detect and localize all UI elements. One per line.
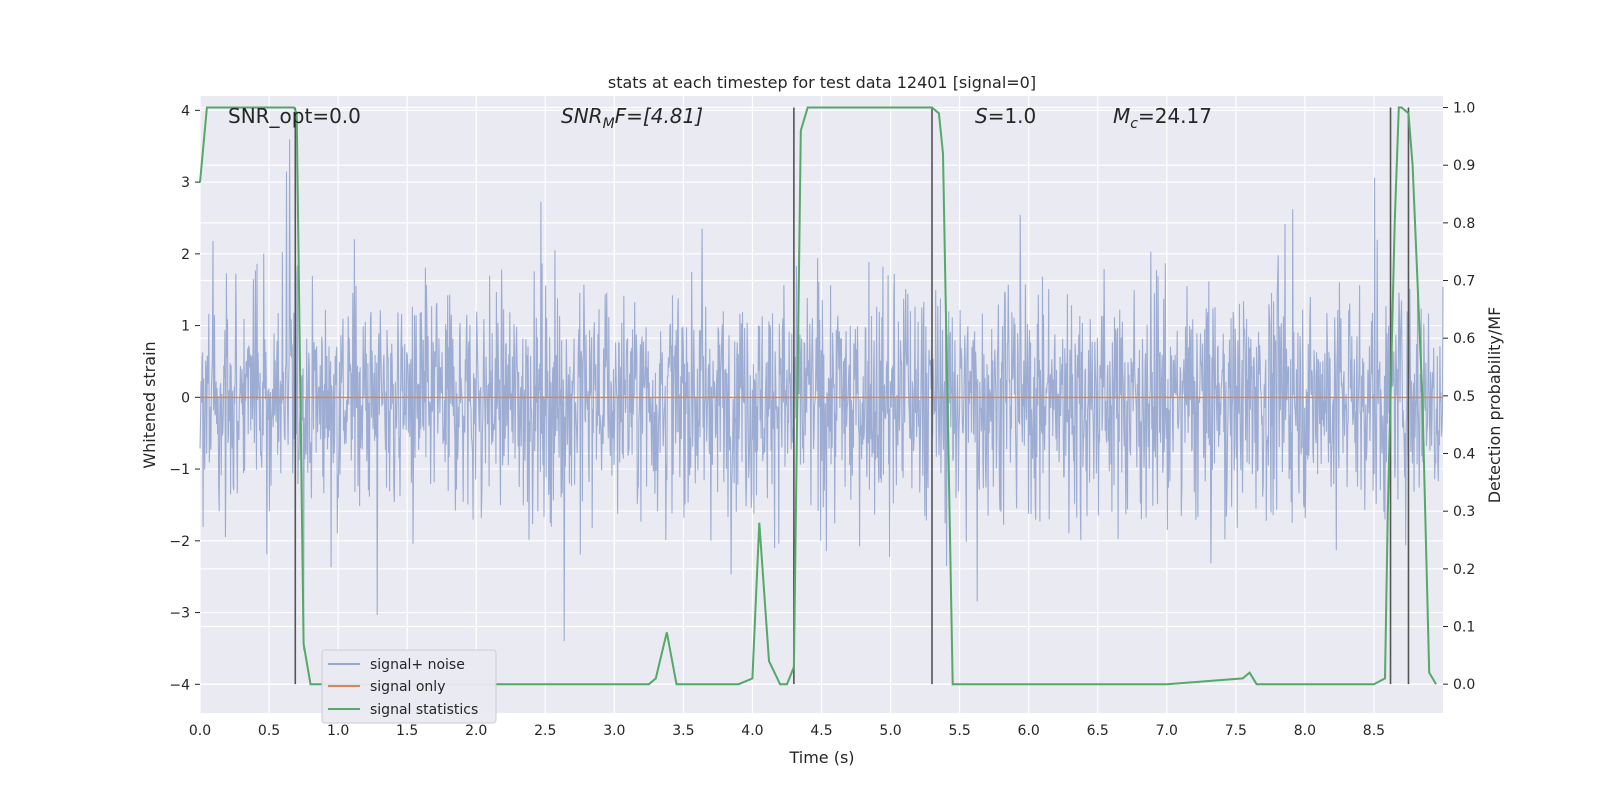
x-tick-label: 7.5: [1225, 723, 1247, 739]
y-tick-label: 2: [181, 247, 190, 263]
x-tick-label: 4.0: [741, 723, 763, 739]
y2-tick-label: 0.4: [1453, 447, 1475, 463]
y2-tick-label: 0.0: [1453, 677, 1475, 693]
annotation-s: S=1.0: [975, 104, 1036, 128]
x-tick-label: 0.0: [189, 723, 211, 739]
y2-tick-label: 0.7: [1453, 274, 1475, 290]
x-tick-label: 0.5: [258, 723, 280, 739]
x-tick-label: 6.5: [1087, 723, 1109, 739]
x-tick-label: 3.0: [603, 723, 625, 739]
x-tick-label: 6.0: [1018, 723, 1040, 739]
y2-tick-label: 1.0: [1453, 101, 1475, 117]
y-tick-label: 1: [181, 319, 190, 335]
y2-tick-label: 0.8: [1453, 216, 1475, 232]
y-tick-label: −2: [169, 534, 190, 550]
x-tick-label: 5.5: [948, 723, 970, 739]
legend: signal+ noise signal only signal statist…: [321, 649, 497, 724]
y2-tick-label: 0.5: [1453, 389, 1475, 405]
annotation-snr-mf: SNRMF=[4.81]: [561, 104, 703, 132]
signal-noise-path: [199, 139, 1444, 651]
x-axis-label: Time (s): [788, 748, 854, 767]
legend-label-stats: signal statistics: [370, 702, 478, 718]
y-tick-label: 0: [181, 390, 190, 406]
y-tick-label: −3: [169, 606, 190, 622]
x-tick-label: 2.5: [534, 723, 556, 739]
x-tick-label: 4.5: [810, 723, 832, 739]
y-axis-label: Whitened strain: [140, 341, 159, 468]
signal-noise-series: [199, 139, 1444, 651]
y-tick-label: −1: [169, 462, 190, 478]
annotation-snr-opt: SNR_opt=0.0: [228, 104, 361, 128]
y2-tick-label: 0.9: [1453, 158, 1475, 174]
y2-tick-label: 0.3: [1453, 504, 1475, 520]
x-tick-label: 3.5: [672, 723, 694, 739]
x-tick-label: 5.0: [879, 723, 901, 739]
x-tick-label: 1.5: [396, 723, 418, 739]
x-tick-label: 8.0: [1294, 723, 1316, 739]
y2-axis-label: Detection probability/MF: [1485, 307, 1504, 504]
y-tick-labels: −4 −3 −2 −1 0 1 2 3 4: [169, 103, 200, 693]
y2-tick-label: 0.2: [1453, 562, 1475, 578]
y2-tick-label: 0.6: [1453, 331, 1475, 347]
signal-statistics-line: [199, 106, 1437, 686]
annotation-mc: Mc=24.17: [1113, 104, 1212, 132]
legend-label-noise: signal+ noise: [370, 657, 465, 673]
y2-tick-label: 0.1: [1453, 620, 1475, 636]
y-tick-label: −4: [169, 677, 190, 693]
y-tick-label: 3: [181, 175, 190, 191]
x-tick-label: 2.0: [465, 723, 487, 739]
y-tick-label: 4: [181, 103, 190, 119]
x-tick-label: 1.0: [327, 723, 349, 739]
x-tick-label: 8.5: [1363, 723, 1385, 739]
x-tick-labels: 0.0 0.5 1.0 1.5 2.0 2.5 3.0 3.5 4.0 4.5 5.0 5.5 6.0 6…: [189, 723, 1385, 739]
x-tick-label: 7.0: [1156, 723, 1178, 739]
y2-tick-labels: 0.0 0.1 0.2 0.3 0.4 0.5 0.6 0.7 0.8 0.9 1.0: [1443, 101, 1475, 693]
chart-title: stats at each timestep for test data 124…: [608, 73, 1036, 92]
legend-label-signal: signal only: [370, 679, 445, 695]
